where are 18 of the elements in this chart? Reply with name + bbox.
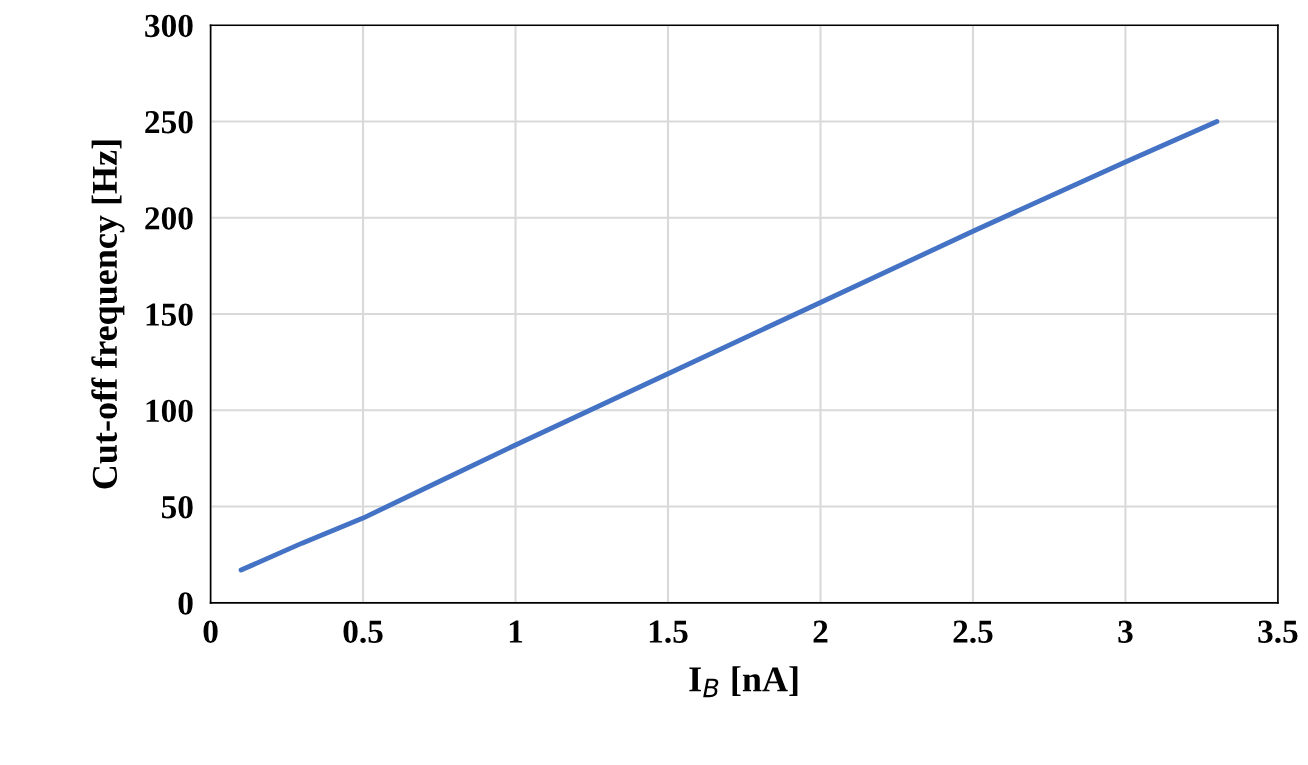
y-tick-label: 100 xyxy=(146,399,193,423)
y-tick-label: 50 xyxy=(161,495,193,519)
y-tick-label: 0 xyxy=(178,592,193,615)
x-tick-label: 3 xyxy=(1118,620,1133,643)
x-tick-label: 0.5 xyxy=(343,620,383,644)
y-tick-label: 150 xyxy=(146,303,193,326)
y-tick-label: 200 xyxy=(145,207,193,230)
y-tick-label: 250 xyxy=(145,110,193,134)
y-tick-label: 300 xyxy=(145,14,193,38)
line-series xyxy=(238,119,1220,573)
x-tick-label: 2.5 xyxy=(953,620,993,644)
x-tick-label: 2 xyxy=(813,620,828,643)
x-axis-title: I$_{B}$ [nA] xyxy=(689,666,798,698)
x-tick-label: 3.5 xyxy=(1258,620,1298,644)
x-tick-label: 1 xyxy=(509,620,523,643)
x-tick-label: 1.5 xyxy=(649,620,688,644)
x-tick-label: 0 xyxy=(203,620,218,643)
y-axis-title: Cut-off frequency [Hz] xyxy=(91,140,125,489)
